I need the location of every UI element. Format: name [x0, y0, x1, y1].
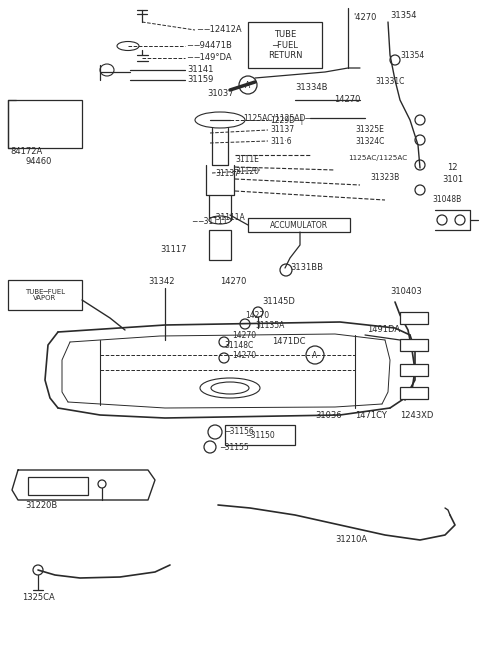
- Text: 1125AC/1125AD─: 1125AC/1125AD─: [243, 114, 310, 122]
- Bar: [8, 280, 82, 310]
- Text: A: A: [312, 350, 318, 359]
- Text: TUBE
─FUEL
RETURN: TUBE ─FUEL RETURN: [268, 30, 302, 60]
- Ellipse shape: [211, 382, 249, 394]
- Text: 31354: 31354: [400, 51, 424, 60]
- Text: 31148C: 31148C: [224, 340, 253, 350]
- Text: 1325CA: 1325CA: [22, 593, 55, 602]
- Text: 31137: 31137: [270, 125, 294, 135]
- Text: 31325E: 31325E: [355, 125, 384, 135]
- Text: 31145D: 31145D: [262, 298, 295, 307]
- Text: ─ ─149°DA: ─ ─149°DA: [187, 53, 232, 62]
- Bar: [248, 218, 350, 232]
- Bar: [225, 425, 295, 445]
- Bar: [248, 22, 322, 68]
- Text: 14270: 14270: [334, 95, 360, 104]
- Text: ─31111A: ─31111A: [211, 214, 245, 223]
- Bar: [8, 100, 82, 148]
- Text: 94460: 94460: [25, 158, 51, 166]
- Text: 31048B: 31048B: [432, 196, 461, 204]
- Text: 1229D─┤: 1229D─┤: [270, 115, 304, 125]
- Text: ─ ─31111: ─ ─31111: [192, 217, 228, 227]
- Text: 31210A: 31210A: [335, 535, 367, 545]
- Ellipse shape: [195, 112, 245, 128]
- Bar: [400, 339, 428, 351]
- Text: ─31155: ─31155: [220, 443, 249, 451]
- Bar: [400, 364, 428, 376]
- Ellipse shape: [100, 64, 114, 76]
- Text: ─ ─94471B: ─ ─94471B: [187, 41, 232, 51]
- Text: 31036: 31036: [315, 411, 342, 420]
- Text: 3131BB: 3131BB: [290, 263, 323, 273]
- Text: TUBE─FUEL
VAPOR: TUBE─FUEL VAPOR: [25, 288, 65, 302]
- Bar: [400, 312, 428, 324]
- Text: 31334B: 31334B: [295, 83, 327, 93]
- Text: 14270: 14270: [232, 332, 256, 340]
- Text: 1243XD: 1243XD: [400, 411, 433, 420]
- Text: ─31150: ─31150: [246, 430, 275, 440]
- Text: 31342: 31342: [148, 277, 175, 286]
- Text: 84172A: 84172A: [10, 148, 42, 156]
- Text: 3111E: 3111E: [235, 156, 259, 164]
- Text: 14270: 14270: [245, 311, 269, 319]
- Text: 1491DA: 1491DA: [367, 325, 400, 334]
- Text: 31331C: 31331C: [375, 78, 404, 87]
- Ellipse shape: [209, 216, 231, 224]
- Bar: [28, 477, 88, 495]
- Text: 31220B: 31220B: [25, 501, 57, 510]
- Text: 31354: 31354: [390, 11, 417, 20]
- Text: 1471CY: 1471CY: [355, 411, 387, 420]
- Text: 31117: 31117: [160, 246, 187, 254]
- Text: 31159: 31159: [187, 76, 214, 85]
- Text: 31323B: 31323B: [370, 173, 399, 183]
- Text: 14270: 14270: [220, 277, 246, 286]
- Text: 1125AC/1125AC: 1125AC/1125AC: [348, 155, 407, 161]
- Bar: [400, 387, 428, 399]
- Text: 14270: 14270: [232, 350, 256, 359]
- Text: ACCUMULATOR: ACCUMULATOR: [270, 221, 328, 229]
- Text: 31141: 31141: [187, 66, 214, 74]
- Text: A: A: [245, 81, 251, 89]
- Text: 31135A: 31135A: [255, 321, 284, 330]
- Text: 310403: 310403: [390, 288, 422, 296]
- Ellipse shape: [117, 41, 139, 51]
- Ellipse shape: [200, 378, 260, 398]
- Text: 31137: 31137: [215, 168, 239, 177]
- Text: '4270: '4270: [353, 14, 376, 22]
- Text: ─31156: ─31156: [225, 428, 254, 436]
- Text: 31037: 31037: [207, 89, 234, 97]
- Text: ─ ─12412A: ─ ─12412A: [197, 26, 241, 35]
- Text: 31120: 31120: [235, 168, 259, 177]
- Text: 3101: 3101: [442, 175, 463, 185]
- Text: 311·6: 311·6: [270, 137, 292, 145]
- Text: 31324C: 31324C: [355, 137, 384, 147]
- Text: 1471DC: 1471DC: [272, 338, 305, 346]
- Bar: [209, 230, 231, 260]
- Text: 12: 12: [447, 164, 457, 173]
